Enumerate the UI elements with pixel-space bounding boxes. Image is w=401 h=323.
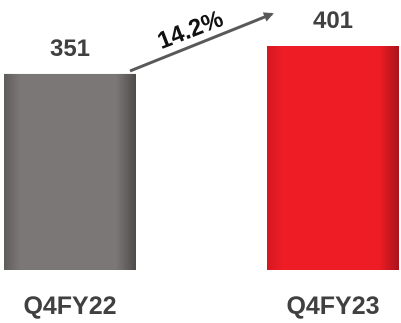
category-labels-group: Q4FY22 Q4FY23 (23, 292, 379, 320)
category-label-q4fy22: Q4FY22 (23, 292, 116, 320)
bar-q4fy22 (4, 73, 136, 270)
bar-q4fy23 (267, 46, 399, 270)
value-labels-group: 351 401 (50, 7, 353, 62)
growth-arrow (129, 12, 274, 73)
value-label-q4fy23: 401 (313, 7, 353, 34)
category-label-q4fy23: Q4FY23 (286, 292, 379, 320)
value-label-q4fy22: 351 (50, 35, 90, 62)
bars-group (4, 46, 399, 270)
